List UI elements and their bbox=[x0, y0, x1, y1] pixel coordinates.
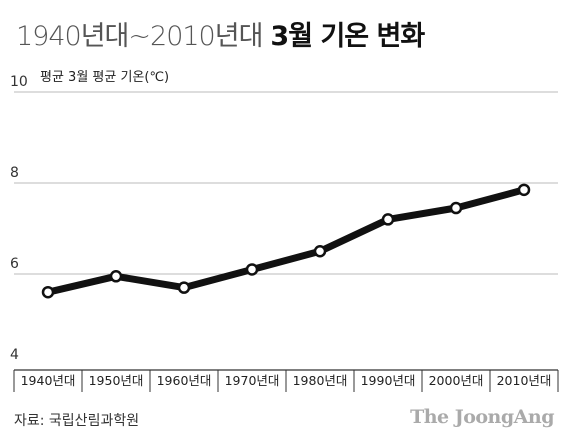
chart-title: 1940년대~2010년대 3월 기온 변화 bbox=[16, 14, 425, 53]
x-tick-label: 1960년대 bbox=[157, 373, 212, 388]
x-tick-label: 1940년대 bbox=[21, 373, 76, 388]
y-axis-label: 평균 3월 평균 기온(℃) bbox=[40, 70, 170, 85]
x-tick-label: 1980년대 bbox=[293, 373, 348, 388]
data-point bbox=[245, 263, 259, 276]
chart-title-range: 1940년대~2010년대 bbox=[16, 21, 263, 52]
data-point bbox=[41, 285, 55, 299]
y-tick-label: 10 bbox=[10, 74, 28, 90]
x-tick-label: 1990년대 bbox=[361, 373, 416, 388]
x-tick-label: 1970년대 bbox=[225, 373, 280, 388]
data-point bbox=[381, 213, 395, 226]
y-tick-label: 8 bbox=[10, 165, 19, 181]
source-note: 자료: 국립산림과학원 bbox=[14, 413, 140, 429]
data-point bbox=[449, 201, 463, 215]
series-line bbox=[44, 186, 528, 296]
y-tick-label: 4 bbox=[10, 347, 19, 363]
x-tick-label: 2000년대 bbox=[429, 373, 484, 388]
brand-logo: The JoongAng bbox=[410, 406, 554, 428]
data-point bbox=[313, 245, 327, 258]
x-tick-label: 2010년대 bbox=[497, 373, 552, 388]
chart-title-main: 3월 기온 변화 bbox=[270, 21, 425, 52]
y-tick-label: 6 bbox=[10, 256, 19, 272]
data-point bbox=[517, 183, 531, 197]
data-point bbox=[177, 281, 191, 294]
x-tick-label: 1950년대 bbox=[89, 373, 144, 388]
data-point bbox=[109, 270, 123, 283]
